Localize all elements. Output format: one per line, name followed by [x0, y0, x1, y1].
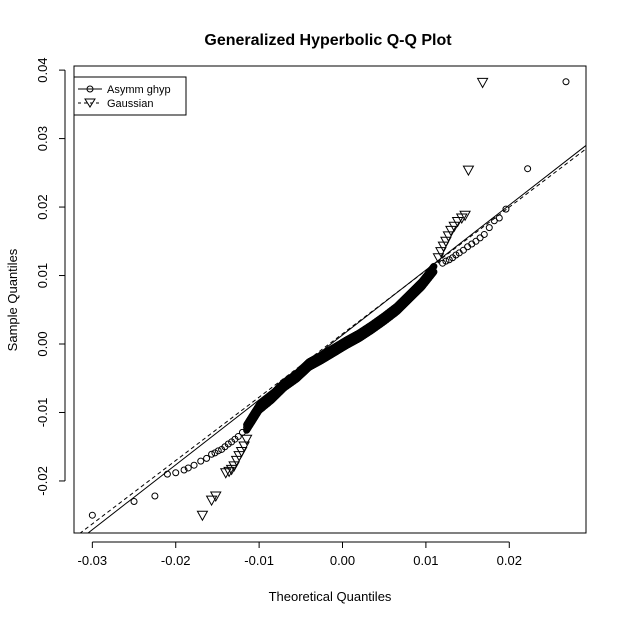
point-asymm-ghyp — [562, 78, 570, 86]
point-gaussian — [451, 216, 464, 228]
point-asymm-ghyp — [180, 466, 188, 474]
reference-line-gaussian — [79, 148, 586, 533]
point-gaussian — [205, 495, 218, 507]
point-asymm-ghyp — [214, 447, 222, 455]
point-asymm-ghyp — [234, 432, 242, 440]
y-tick-label: 0.01 — [35, 263, 50, 288]
point-asymm-ghyp — [208, 450, 216, 458]
point-asymm-ghyp — [130, 498, 138, 506]
point-asymm-ghyp — [197, 457, 205, 465]
y-tick-label: 0.02 — [35, 194, 50, 219]
legend-box — [73, 76, 187, 116]
point-gaussian — [476, 77, 489, 89]
point-gaussian — [445, 225, 457, 237]
y-tick-label: 0.00 — [35, 331, 50, 356]
point-gaussian — [459, 210, 471, 222]
x-tick-label: -0.03 — [78, 553, 108, 568]
y-axis-label: Sample Quantiles — [5, 248, 20, 351]
point-asymm-ghyp — [485, 224, 493, 232]
legend-label-asymm: Asymm ghyp — [107, 84, 171, 96]
point-gaussian — [462, 165, 475, 177]
point-asymm-ghyp — [430, 268, 438, 276]
x-tick-label: -0.01 — [244, 553, 274, 568]
plot-frame — [73, 65, 587, 534]
point-gaussian — [223, 466, 235, 478]
point-asymm-ghyp — [459, 246, 467, 254]
y-axis: -0.02 -0.01 0.00 0.01 0.02 0.03 0.04 — [35, 57, 66, 496]
legend-label-gaussian: Gaussian — [107, 98, 153, 110]
x-tick-label: 0.02 — [497, 553, 522, 568]
point-asymm-ghyp — [476, 234, 484, 242]
point-asymm-ghyp — [190, 461, 198, 469]
point-asymm-ghyp — [495, 214, 503, 222]
reference-lines — [79, 145, 586, 533]
point-asymm-ghyp — [163, 470, 171, 478]
x-tick-label: 0.00 — [330, 553, 355, 568]
y-tick-label: -0.02 — [35, 466, 50, 496]
y-tick-label: 0.03 — [35, 126, 50, 151]
reference-line-asymm — [87, 145, 586, 533]
point-gaussian — [238, 441, 250, 453]
legend-marker-circle — [86, 85, 94, 93]
point-asymm-ghyp — [472, 237, 480, 245]
point-asymm-ghyp — [243, 424, 251, 432]
point-gaussian — [432, 253, 445, 264]
y-tick-label: 0.04 — [35, 57, 50, 82]
point-asymm-ghyp — [88, 511, 96, 519]
x-tick-label: -0.02 — [161, 553, 191, 568]
x-tick-label: 0.01 — [413, 553, 438, 568]
point-gaussian — [437, 241, 450, 253]
legend: Asymm ghyp Gaussian — [73, 76, 187, 116]
point-asymm-ghyp — [502, 205, 510, 213]
point-asymm-ghyp — [151, 492, 159, 500]
point-gaussian — [230, 455, 243, 467]
point-gaussian — [219, 468, 232, 479]
point-asymm-ghyp — [480, 230, 488, 238]
y-tick-label: -0.01 — [35, 398, 50, 428]
point-gaussian — [196, 510, 209, 522]
point-asymm-ghyp — [442, 257, 450, 265]
chart-title: Generalized Hyperbolic Q-Q Plot — [204, 32, 452, 49]
point-gaussian — [240, 434, 253, 446]
point-asymm-ghyp — [203, 454, 211, 462]
point-asymm-ghyp — [172, 469, 180, 477]
point-asymm-ghyp — [430, 262, 438, 270]
point-gaussian — [225, 464, 238, 476]
data-points — [88, 77, 570, 522]
point-gaussian — [448, 221, 461, 233]
point-asymm-ghyp — [184, 464, 192, 472]
point-asymm-ghyp — [524, 165, 532, 173]
legend-marker-triangle — [84, 98, 96, 108]
point-gaussian — [209, 491, 222, 503]
x-axis: -0.03 -0.02 -0.01 0.00 0.01 0.02 — [78, 541, 522, 568]
x-axis-label: Theoretical Quantiles — [269, 589, 392, 604]
